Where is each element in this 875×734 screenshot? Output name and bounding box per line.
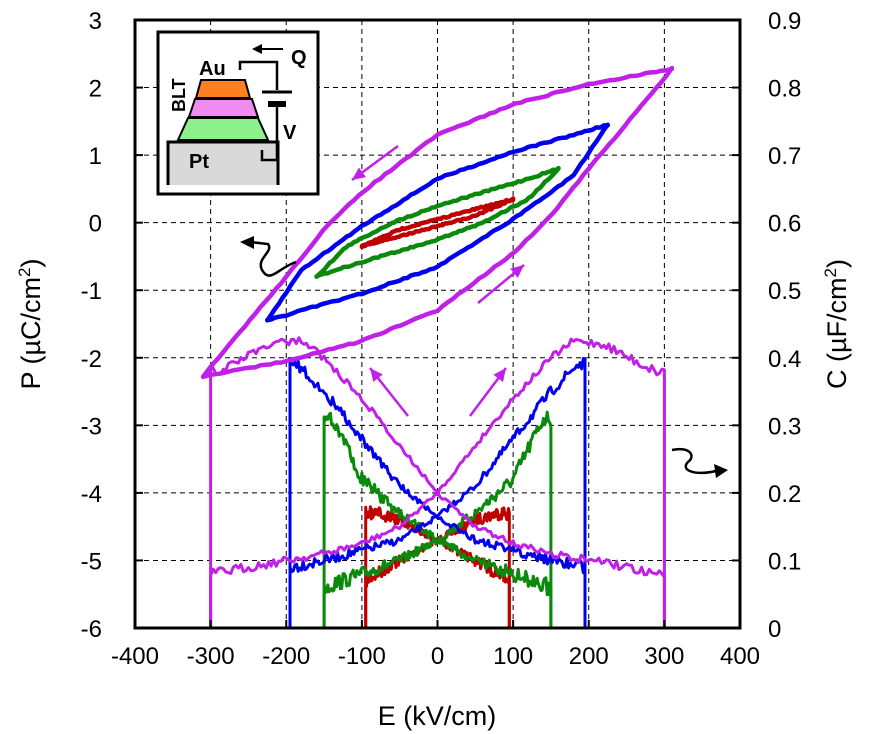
x-tick-label: -100 (338, 643, 386, 670)
x-tick-label: 100 (493, 643, 533, 670)
blt-layer-pink (187, 98, 260, 118)
data-curves (200, 65, 675, 628)
pt-layer (166, 140, 280, 185)
cv-curve-blue (288, 357, 587, 628)
y-right-tick-label: 0.1 (768, 548, 801, 575)
pe-loop-magenta (200, 65, 675, 380)
y-right-tick-label: 0.9 (768, 8, 801, 35)
y-left-tick-label: 0 (89, 211, 102, 238)
right-axis-indicator-head (714, 464, 728, 478)
arrow-loop-lower-right-head (510, 265, 524, 278)
y-left-tick-label: 3 (89, 8, 102, 35)
x-axis-label: E (kV/cm) (378, 701, 497, 731)
x-tick-label: -400 (111, 643, 159, 670)
pe-loop-blue (265, 122, 610, 323)
direction-arrows (240, 144, 728, 478)
y-right-tick-label: 0.8 (768, 76, 801, 103)
y-left-tick-label: -6 (81, 616, 102, 643)
wire-top (238, 60, 279, 90)
y-right-tick-label: 0.3 (768, 413, 801, 440)
wire-bottom (260, 104, 279, 162)
y-right-tick-label: 0.6 (768, 211, 801, 238)
left-axis-indicator-icon (249, 240, 297, 277)
x-tick-label: 200 (569, 643, 609, 670)
inset-label-blt: BLT (169, 78, 189, 112)
y-right-tick-label: 0.2 (768, 481, 801, 508)
y-left-tick-label: -2 (81, 346, 102, 373)
right-axis-indicator-icon (671, 447, 717, 475)
cv-curve-green (322, 411, 553, 628)
arrow-loop-upper-left-head (352, 167, 367, 180)
arrow-cv-right-head (493, 368, 506, 382)
inset-label-au: Au (199, 58, 226, 80)
pe-loop-green (314, 165, 561, 279)
y-right-tick-label: 0 (768, 616, 781, 643)
left-axis-indicator-head (240, 236, 254, 249)
cv-curve-magenta (209, 336, 666, 628)
au-electrode (194, 79, 252, 99)
y-left-tick-label: -4 (81, 481, 102, 508)
y-axis-label-right: C (µF/cm2) (821, 259, 852, 389)
y-axis-label-left: P (µC/cm2) (15, 258, 46, 389)
y-right-tick-label: 0.7 (768, 143, 801, 170)
x-tick-label: 400 (720, 643, 760, 670)
inset-label-v: V (283, 122, 297, 144)
y-right-tick-label: 0.5 (768, 278, 801, 305)
y-left-tick-label: 2 (89, 76, 102, 103)
y-right-tick-label: 0.4 (768, 346, 801, 373)
y-left-tick-label: -3 (81, 413, 102, 440)
x-tick-label: -200 (262, 643, 310, 670)
device-inset: Au Q V Pt BLT (156, 30, 320, 196)
y-left-tick-label: 1 (89, 143, 102, 170)
axis-ticks: -400 -300 -200 -100 0 100 200 300 400-6-5-4-3-2-… (81, 8, 802, 670)
x-tick-label: 300 (644, 643, 684, 670)
q-arrow-head (252, 44, 262, 54)
inset-label-q: Q (291, 47, 307, 69)
arrow-cv-left-head (370, 368, 383, 382)
y-left-tick-label: -1 (81, 278, 102, 305)
pe-loop-red (359, 196, 516, 250)
x-tick-label: 0 (431, 643, 444, 670)
blt-layer-green (176, 117, 270, 141)
x-tick-label: -300 (187, 643, 235, 670)
inset-label-pt: Pt (189, 151, 209, 173)
y-left-tick-label: -5 (81, 548, 102, 575)
